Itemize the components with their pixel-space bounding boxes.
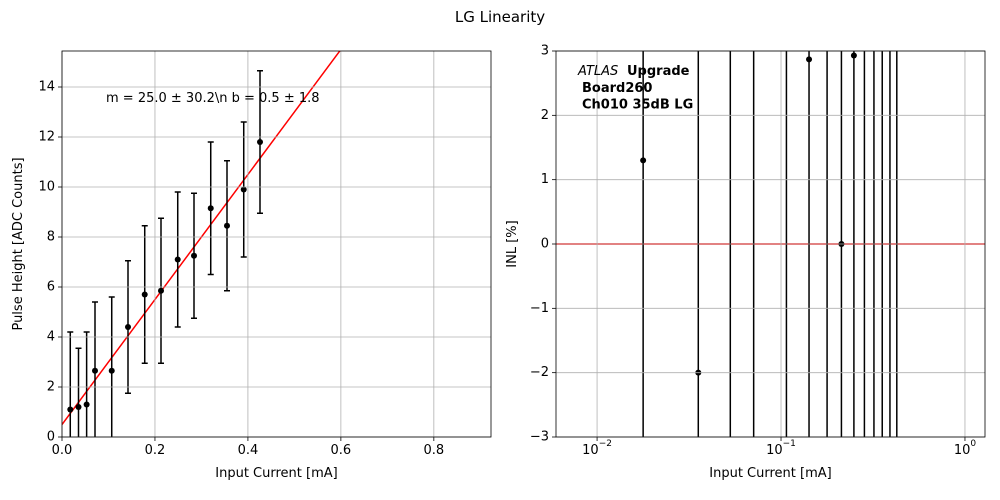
data-point — [67, 406, 74, 413]
y-tick-label: 0 — [541, 237, 549, 252]
annotation-line: Ch010 35dB LG — [582, 98, 693, 113]
data-point — [92, 367, 98, 374]
y-axis-label: INL [%] — [505, 220, 520, 267]
data-point — [125, 324, 131, 330]
data-point — [83, 401, 90, 408]
data-point — [640, 157, 647, 164]
annotation-italic: ATLAS — [577, 64, 618, 79]
x-tick-label: 10−2 — [582, 439, 612, 458]
tick-exponent: 0 — [970, 439, 976, 449]
data-point — [75, 404, 82, 410]
data-point — [850, 52, 857, 59]
y-tick-label: 10 — [38, 180, 55, 195]
y-tick-label: 1 — [541, 172, 549, 187]
data-point — [224, 222, 230, 229]
data-point — [806, 56, 813, 63]
data-point — [158, 287, 164, 294]
x-tick-label: 0.0 — [52, 443, 73, 458]
axes-frame — [555, 50, 986, 438]
tick-exponent: −2 — [599, 439, 612, 449]
annotation: m = 25.0 ± 30.2\n b = 0.5 ± 1.8 — [106, 91, 320, 106]
y-tick-label: 14 — [38, 80, 55, 95]
y-tick-label: −3 — [530, 430, 549, 445]
y-tick-label: 12 — [38, 130, 55, 145]
plot-area — [62, 51, 341, 437]
data-point — [257, 139, 263, 145]
annotation-bold: Upgrade — [627, 64, 690, 79]
x-tick-label: 0.2 — [145, 443, 166, 458]
x-tick-label: 10−1 — [766, 439, 796, 458]
y-tick-label: 2 — [47, 380, 55, 395]
x-axis-label: Input Current [mA] — [215, 466, 337, 481]
x-tick-label: 100 — [954, 439, 977, 458]
y-axis-label: Pulse Height [ADC Counts] — [11, 157, 26, 330]
y-tick-label: 8 — [47, 230, 55, 245]
data-point — [191, 252, 197, 259]
tick-exponent: −1 — [783, 439, 796, 449]
y-tick-label: 6 — [47, 280, 55, 295]
figure-title: LG Linearity — [455, 8, 545, 26]
data-point — [108, 367, 115, 374]
y-tick-label: 3 — [541, 44, 549, 59]
y-tick-label: 2 — [541, 108, 549, 123]
data-point — [240, 186, 247, 193]
x-tick-label: 0.8 — [423, 443, 444, 458]
data-point — [207, 205, 214, 212]
x-axis-label: Input Current [mA] — [709, 466, 831, 481]
data-point — [141, 291, 148, 298]
y-tick-label: 4 — [47, 330, 55, 345]
x-tick-label: 0.6 — [331, 443, 352, 458]
x-tick-label: 0.4 — [238, 443, 259, 458]
annotation-line: Board260 — [582, 81, 652, 96]
y-tick-label: −1 — [530, 301, 549, 316]
data-point — [174, 256, 181, 263]
fit-line — [62, 51, 341, 425]
axes-frame — [61, 50, 492, 438]
y-tick-label: −2 — [530, 365, 549, 380]
y-tick-label: 0 — [47, 430, 55, 445]
